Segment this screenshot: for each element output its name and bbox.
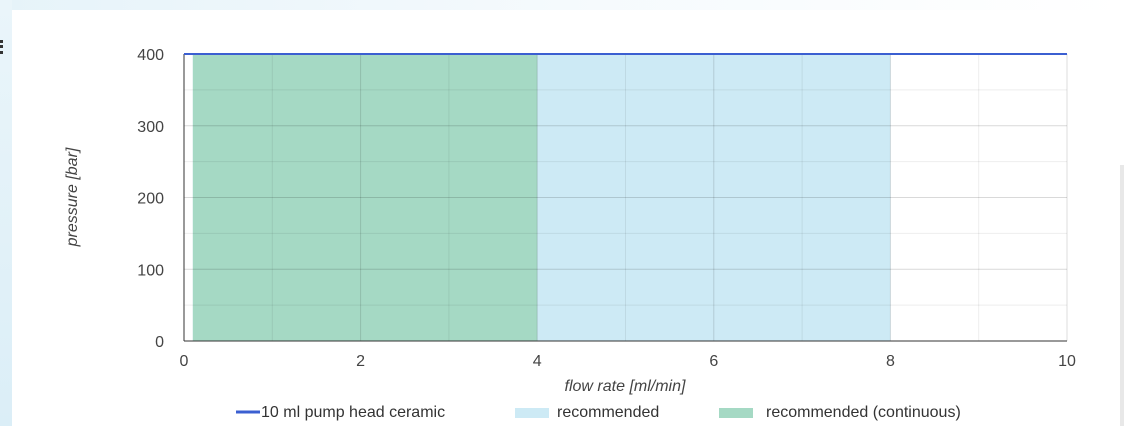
recommended-regions	[192, 54, 891, 341]
y-tick-label: 300	[137, 119, 164, 136]
legend-label: 10 ml pump head ceramic	[261, 404, 445, 421]
axes	[183, 54, 1067, 342]
background-left-gradient	[0, 0, 12, 426]
x-tick-labels: 0 2 4 6 8 10	[180, 353, 1076, 370]
y-tick-label: 400	[137, 47, 164, 64]
legend-label: recommended	[557, 404, 659, 421]
legend: 10 ml pump head ceramic recommended recomm…	[236, 404, 961, 421]
x-tick-label: 10	[1058, 353, 1076, 370]
x-tick-label: 6	[709, 353, 718, 370]
y-tick-labels: 0 100 200 300 400	[137, 47, 164, 351]
x-tick-label: 2	[356, 353, 365, 370]
legend-swatch	[515, 408, 549, 418]
region-2	[192, 54, 538, 341]
x-tick-label: 4	[533, 353, 542, 370]
legend-swatch	[719, 408, 753, 418]
x-tick-label: 8	[886, 353, 895, 370]
y-axis-title: pressure [bar]	[64, 147, 81, 247]
y-tick-label: 100	[137, 262, 164, 279]
x-tick-label: 0	[180, 353, 189, 370]
legend-label: recommended (continuous)	[766, 404, 961, 421]
edge-marker	[0, 40, 6, 54]
y-tick-label: 0	[155, 334, 164, 351]
x-axis-title: flow rate [ml/min]	[565, 378, 686, 395]
scrollbar-strip	[1120, 165, 1124, 426]
background-top-gradient	[0, 0, 1124, 10]
y-tick-label: 200	[137, 191, 164, 208]
